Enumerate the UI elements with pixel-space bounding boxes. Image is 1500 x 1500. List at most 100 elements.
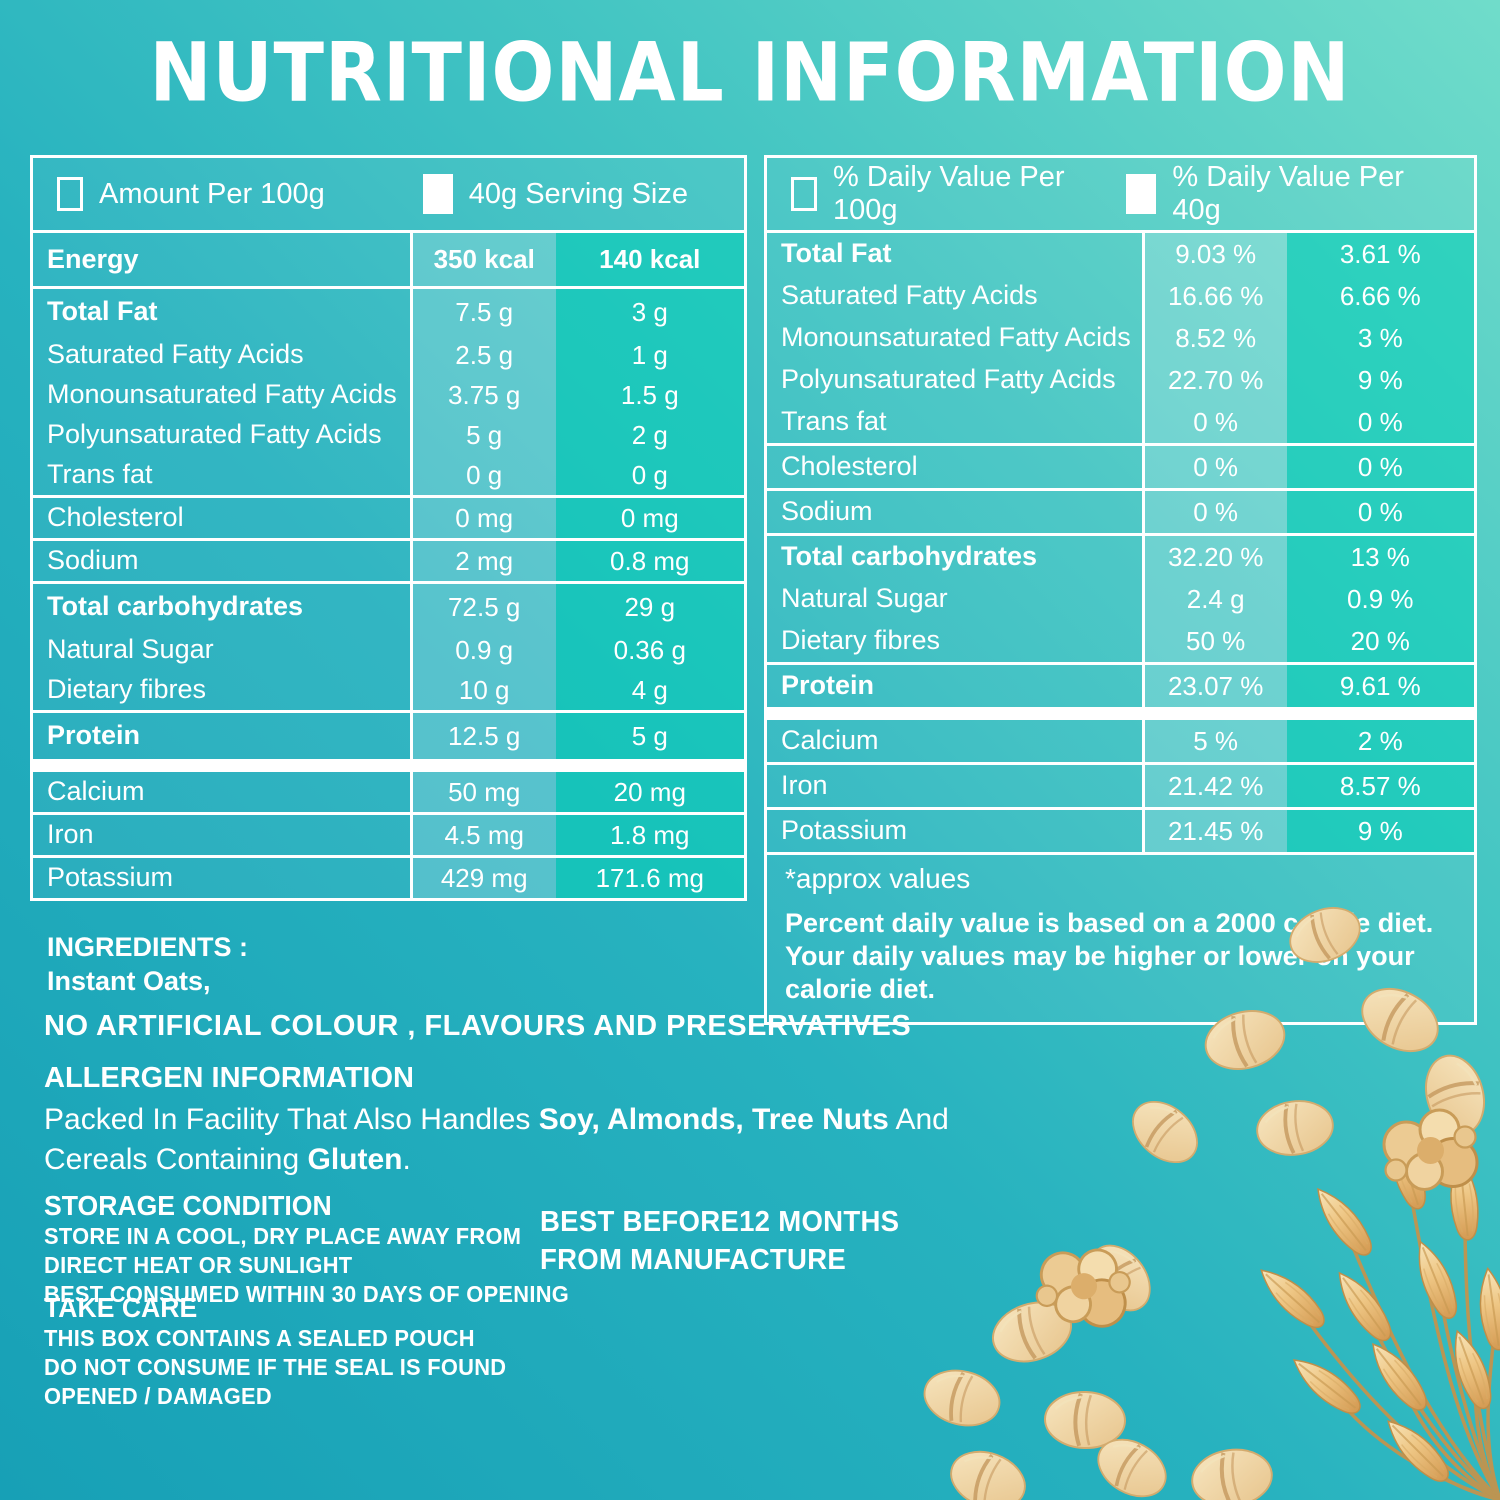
best-before-section: BEST BEFORE12 MONTHS FROM MANUFACTURE bbox=[540, 1203, 899, 1279]
nutrient-label: Potassium bbox=[781, 815, 908, 846]
nutrient-label: Sodium bbox=[47, 545, 139, 576]
thick-separator bbox=[33, 759, 744, 772]
value-per-40g: 0 % bbox=[1286, 491, 1474, 533]
value-per-100g: 4.5 mg bbox=[409, 815, 556, 855]
value-per-100g: 2.5 g bbox=[409, 335, 556, 375]
nutrient-label: Cholesterol bbox=[47, 502, 184, 533]
storage-section: STORAGE CONDITION STORE IN A COOL, DRY P… bbox=[44, 1190, 569, 1309]
amount-table-header: Amount Per 100g 40g Serving Size bbox=[33, 158, 744, 233]
table-row: Iron 4.5 mg 1.8 mg bbox=[33, 815, 744, 855]
table-section: Iron 4.5 mg 1.8 mg bbox=[33, 812, 744, 855]
outline-square-icon bbox=[57, 177, 83, 211]
oat-husks bbox=[1251, 1125, 1500, 1490]
take-care-heading: TAKE CARE bbox=[44, 1292, 198, 1323]
legend-per-40g: 40g Serving Size bbox=[422, 174, 688, 214]
value-per-100g: 0 % bbox=[1141, 401, 1287, 443]
best-before-line: BEST BEFORE12 MONTHS bbox=[540, 1206, 900, 1238]
storage-line: STORE IN A COOL, DRY PLACE AWAY FROM bbox=[44, 1223, 522, 1249]
value-per-40g: 6.66 % bbox=[1286, 275, 1474, 317]
value-per-40g: 1.5 g bbox=[555, 375, 744, 415]
value-per-100g: 9.03 % bbox=[1141, 233, 1287, 275]
table-section: Total carbohydrates 32.20 % 13 % Natural Su… bbox=[767, 533, 1474, 662]
oat-stems bbox=[1298, 1189, 1500, 1500]
table-row: Total carbohydrates 32.20 % 13 % bbox=[767, 536, 1474, 578]
table-row: Trans fat 0 % 0 % bbox=[767, 401, 1474, 443]
allergen-text-part: And Cereals Containing bbox=[44, 1103, 949, 1176]
nutrient-label: Total Fat bbox=[47, 296, 158, 327]
value-per-40g: 0.9 % bbox=[1286, 578, 1474, 620]
value-per-40g: 5 g bbox=[555, 713, 744, 759]
value-per-100g: 8.52 % bbox=[1141, 317, 1287, 359]
table-section: Iron 21.42 % 8.57 % bbox=[767, 762, 1474, 807]
storage-line: DIRECT HEAT OR SUNLIGHT bbox=[44, 1252, 353, 1278]
nutrient-label: Trans fat bbox=[781, 406, 887, 437]
value-per-100g: 5 % bbox=[1141, 720, 1287, 762]
nutrient-label: Monounsaturated Fatty Acids bbox=[781, 322, 1131, 353]
take-care-line: DO NOT CONSUME IF THE SEAL IS FOUND bbox=[44, 1354, 507, 1380]
nutrient-label: Protein bbox=[47, 720, 141, 751]
legend-dv-per-100g: % Daily Value Per 100g bbox=[791, 161, 1126, 227]
table-section: Cholesterol 0 % 0 % bbox=[767, 443, 1474, 488]
value-per-40g: 4 g bbox=[555, 670, 744, 710]
value-per-40g: 0 mg bbox=[555, 498, 744, 538]
table-row: Monounsaturated Fatty Acids 8.52 % 3 % bbox=[767, 317, 1474, 359]
page-title: NUTRITIONAL INFORMATION bbox=[149, 25, 1351, 121]
table-section: Calcium 50 mg 20 mg bbox=[33, 772, 744, 812]
value-per-100g: 32.20 % bbox=[1141, 536, 1287, 578]
table-section: Potassium 429 mg 171.6 mg bbox=[33, 855, 744, 898]
daily-value-table-header: % Daily Value Per 100g % Daily Value Per… bbox=[767, 158, 1474, 233]
table-row: Energy 350 kcal 140 kcal bbox=[33, 233, 744, 286]
value-per-100g: 0 % bbox=[1141, 491, 1287, 533]
value-per-100g: 50 mg bbox=[409, 772, 556, 812]
table-row: Iron 21.42 % 8.57 % bbox=[767, 765, 1474, 807]
value-per-40g: 3.61 % bbox=[1286, 233, 1474, 275]
value-per-40g: 13 % bbox=[1286, 536, 1474, 578]
value-per-40g: 29 g bbox=[555, 584, 744, 630]
best-before-line: FROM MANUFACTURE bbox=[540, 1244, 847, 1276]
table-row: Natural Sugar 0.9 g 0.36 g bbox=[33, 630, 744, 670]
legend-dv-per-100g-label: % Daily Value Per 100g bbox=[833, 161, 1065, 226]
storage-heading: STORAGE CONDITION bbox=[44, 1190, 332, 1221]
value-per-100g: 350 kcal bbox=[409, 233, 556, 286]
value-per-40g: 0.8 mg bbox=[555, 541, 744, 581]
value-per-40g: 3 g bbox=[555, 289, 744, 335]
value-per-100g: 3.75 g bbox=[409, 375, 556, 415]
value-per-40g: 20 % bbox=[1286, 620, 1474, 662]
value-per-100g: 21.45 % bbox=[1141, 810, 1287, 852]
value-per-100g: 5 g bbox=[409, 415, 556, 455]
filled-square-icon bbox=[422, 174, 453, 214]
table-row: Sodium 2 mg 0.8 mg bbox=[33, 541, 744, 581]
allergen-heading: ALLERGEN INFORMATION bbox=[44, 1062, 414, 1094]
legend-per-100g-label: Amount Per 100g bbox=[99, 177, 325, 210]
value-per-40g: 140 kcal bbox=[555, 233, 744, 286]
allergen-text-bold: Gluten bbox=[307, 1143, 403, 1176]
table-row: Sodium 0 % 0 % bbox=[767, 491, 1474, 533]
table-row: Cholesterol 0 % 0 % bbox=[767, 446, 1474, 488]
nutrient-label: Cholesterol bbox=[781, 451, 918, 482]
ingredients-value: Instant Oats, bbox=[47, 966, 211, 996]
value-per-100g: 16.66 % bbox=[1141, 275, 1287, 317]
granola-clusters bbox=[1029, 1108, 1479, 1336]
nutrient-label: Total carbohydrates bbox=[47, 591, 304, 622]
nutrient-label: Dietary fibres bbox=[47, 674, 207, 705]
value-per-40g: 0.36 g bbox=[555, 630, 744, 670]
value-per-100g: 10 g bbox=[409, 670, 556, 710]
table-row: Monounsaturated Fatty Acids 3.75 g 1.5 g bbox=[33, 375, 744, 415]
allergen-text-part: Packed In Facility That Also Handles bbox=[44, 1103, 539, 1136]
nutrient-label: Iron bbox=[47, 819, 94, 850]
value-per-40g: 20 mg bbox=[555, 772, 744, 812]
table-row: Calcium 5 % 2 % bbox=[767, 720, 1474, 762]
legend-dv-per-40g-label: % Daily Value Per 40g bbox=[1172, 161, 1404, 226]
nutrient-label: Natural Sugar bbox=[47, 634, 214, 665]
nutrient-label: Polyunsaturated Fatty Acids bbox=[781, 364, 1116, 395]
thick-separator bbox=[767, 707, 1474, 720]
value-per-100g: 0 % bbox=[1141, 446, 1287, 488]
value-per-40g: 2 g bbox=[555, 415, 744, 455]
value-per-40g: 9.61 % bbox=[1286, 665, 1474, 707]
claims-line: NO ARTIFICIAL COLOUR , FLAVOURS AND PRES… bbox=[44, 1010, 912, 1042]
